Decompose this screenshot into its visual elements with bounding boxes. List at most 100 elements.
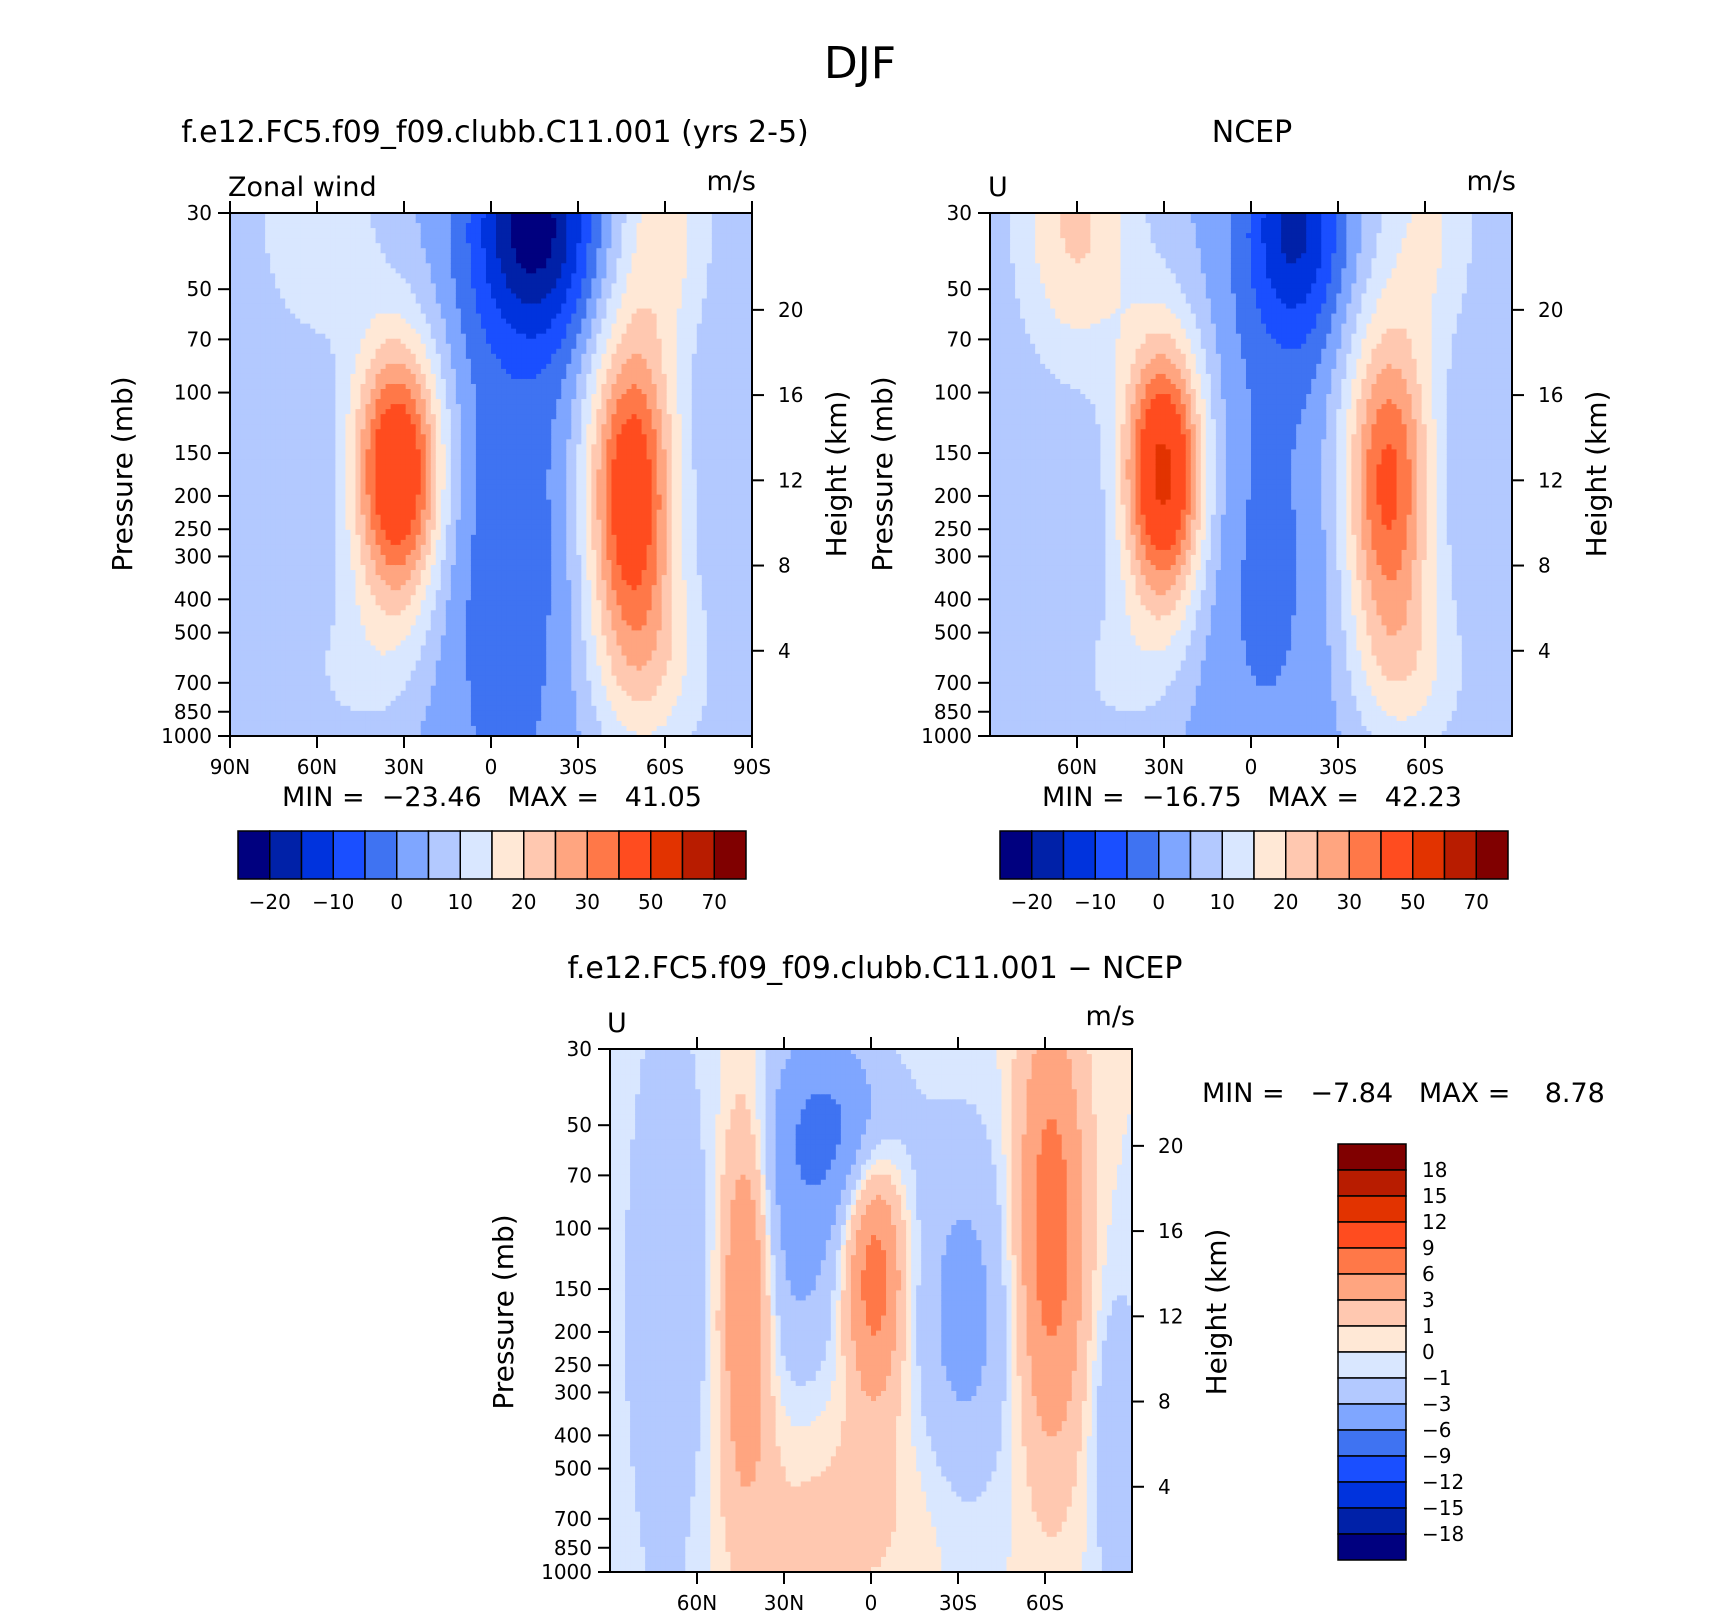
- field-cell: [401, 691, 407, 697]
- field-cell: [265, 379, 271, 385]
- field-cell: [416, 419, 422, 425]
- field-cell: [325, 414, 331, 420]
- field-cell: [436, 681, 442, 687]
- field-cell: [270, 530, 276, 536]
- field-cell: [355, 384, 361, 390]
- field-cell: [361, 334, 367, 340]
- field-cell: [441, 701, 447, 707]
- field-cell: [250, 223, 256, 229]
- field-cell: [325, 359, 331, 365]
- field-cell: [345, 696, 351, 702]
- field-cell: [361, 339, 367, 345]
- field-cell: [355, 243, 361, 249]
- field-cell: [315, 500, 321, 506]
- field-cell: [431, 645, 437, 651]
- field-cell: [340, 530, 346, 536]
- field-cell: [456, 314, 462, 320]
- field-cell: [396, 595, 402, 601]
- field-cell: [245, 339, 251, 345]
- field-cell: [466, 379, 472, 385]
- field-cell: [260, 389, 266, 395]
- field-cell: [280, 394, 286, 400]
- field-cell: [386, 329, 392, 335]
- field-cell: [235, 485, 241, 491]
- field-cell: [461, 691, 467, 697]
- field-cell: [325, 293, 331, 299]
- field-cell: [431, 520, 437, 526]
- field-cell: [330, 510, 336, 516]
- field-cell: [416, 711, 422, 717]
- field-cell: [325, 384, 331, 390]
- field-cell: [275, 399, 281, 405]
- field-cell: [366, 324, 372, 330]
- field-cell: [285, 530, 291, 536]
- field-cell: [270, 716, 276, 722]
- field-cell: [275, 329, 281, 335]
- field-cell: [426, 490, 432, 496]
- field-cell: [441, 711, 447, 717]
- field-cell: [421, 319, 427, 325]
- field-cell: [411, 238, 417, 244]
- field-cell: [376, 620, 382, 626]
- field-cell: [381, 314, 387, 320]
- field-cell: [456, 268, 462, 274]
- field-cell: [366, 500, 372, 506]
- field-cell: [285, 218, 291, 224]
- field-cell: [421, 273, 427, 279]
- field-cell: [265, 459, 271, 465]
- field-cell: [466, 288, 472, 294]
- field-cell: [461, 334, 467, 340]
- field-cell: [265, 701, 271, 707]
- field-cell: [386, 293, 392, 299]
- field-cell: [391, 600, 397, 606]
- field-cell: [275, 515, 281, 521]
- field-cell: [411, 409, 417, 415]
- field-cell: [441, 293, 447, 299]
- field-cell: [386, 610, 392, 616]
- field-cell: [260, 339, 266, 345]
- field-cell: [461, 600, 467, 606]
- field-cell: [250, 399, 256, 405]
- field-cell: [431, 409, 437, 415]
- field-cell: [245, 434, 251, 440]
- field-cell: [345, 560, 351, 566]
- field-cell: [381, 620, 387, 626]
- field-cell: [416, 716, 422, 722]
- field-cell: [320, 454, 326, 460]
- field-cell: [260, 656, 266, 662]
- field-cell: [406, 444, 412, 450]
- field-cell: [305, 691, 311, 697]
- field-cell: [305, 640, 311, 646]
- field-cell: [245, 414, 251, 420]
- field-cell: [421, 580, 427, 586]
- field-cell: [436, 666, 442, 672]
- field-cell: [426, 666, 432, 672]
- field-cell: [436, 645, 442, 651]
- field-cell: [265, 389, 271, 395]
- field-cell: [280, 590, 286, 596]
- field-cell: [345, 464, 351, 470]
- field-cell: [255, 706, 261, 712]
- field-cell: [295, 248, 301, 254]
- field-cell: [381, 580, 387, 586]
- field-cell: [381, 535, 387, 541]
- field-cell: [325, 540, 331, 546]
- field-cell: [325, 329, 331, 335]
- field-cell: [386, 424, 392, 430]
- field-cell: [426, 620, 432, 626]
- field-cell: [285, 228, 291, 234]
- field-cell: [235, 449, 241, 455]
- field-cell: [280, 520, 286, 526]
- field-cell: [240, 354, 246, 360]
- field-cell: [280, 651, 286, 657]
- field-cell: [245, 253, 251, 259]
- field-cell: [436, 434, 442, 440]
- field-cell: [270, 409, 276, 415]
- field-cell: [245, 490, 251, 496]
- field-cell: [340, 555, 346, 561]
- field-cell: [446, 480, 452, 486]
- field-cell: [451, 630, 457, 636]
- field-cell: [371, 464, 377, 470]
- field-cell: [461, 409, 467, 415]
- field-cell: [240, 671, 246, 677]
